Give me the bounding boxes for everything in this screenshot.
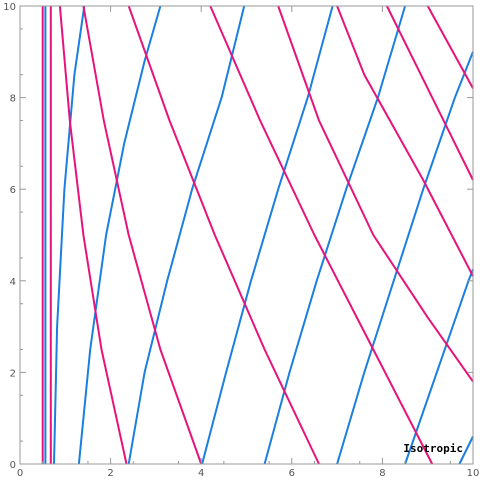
x-tick-label-8: 8 xyxy=(379,468,385,479)
series-line-blue-4 xyxy=(201,5,334,465)
y-tick-label-4: 4 xyxy=(10,277,16,288)
x-tick-label-4: 4 xyxy=(198,468,204,479)
series-line-blue-8 xyxy=(458,436,474,465)
series-line-blue-2 xyxy=(77,5,162,465)
y-tick-label-8: 8 xyxy=(10,94,16,105)
isotropic-label: Isotropic xyxy=(403,442,463,455)
series-line-blue-7 xyxy=(404,269,474,465)
series-layer xyxy=(41,5,474,465)
series-line-magenta-15 xyxy=(277,5,474,383)
x-tick-label-10: 10 xyxy=(467,468,480,479)
series-line-blue-5 xyxy=(263,5,407,465)
y-tick-label-2: 2 xyxy=(10,368,16,379)
series-line-blue-3 xyxy=(127,5,246,465)
series-line-magenta-11 xyxy=(58,5,128,465)
x-tick-label-0: 0 xyxy=(17,468,23,479)
y-tick-label-10: 10 xyxy=(3,2,16,13)
series-line-magenta-18 xyxy=(426,5,474,89)
series-line-magenta-17 xyxy=(386,5,474,181)
series-line-magenta-14 xyxy=(209,5,434,465)
y-tick-label-6: 6 xyxy=(10,185,16,196)
ticks-layer: 0 2 4 6 8 10 0 2 4 6 8 10 xyxy=(3,2,479,479)
y-tick-label-0: 0 xyxy=(10,460,16,471)
series-line-magenta-12 xyxy=(82,5,203,465)
series-line-magenta-13 xyxy=(127,5,320,465)
x-tick-label-6: 6 xyxy=(289,468,295,479)
x-tick-label-2: 2 xyxy=(107,468,113,479)
series-line-magenta-16 xyxy=(336,5,474,277)
series-line-blue-6 xyxy=(336,51,474,465)
plot-frame xyxy=(19,5,474,465)
series-line-blue-1 xyxy=(53,5,86,465)
